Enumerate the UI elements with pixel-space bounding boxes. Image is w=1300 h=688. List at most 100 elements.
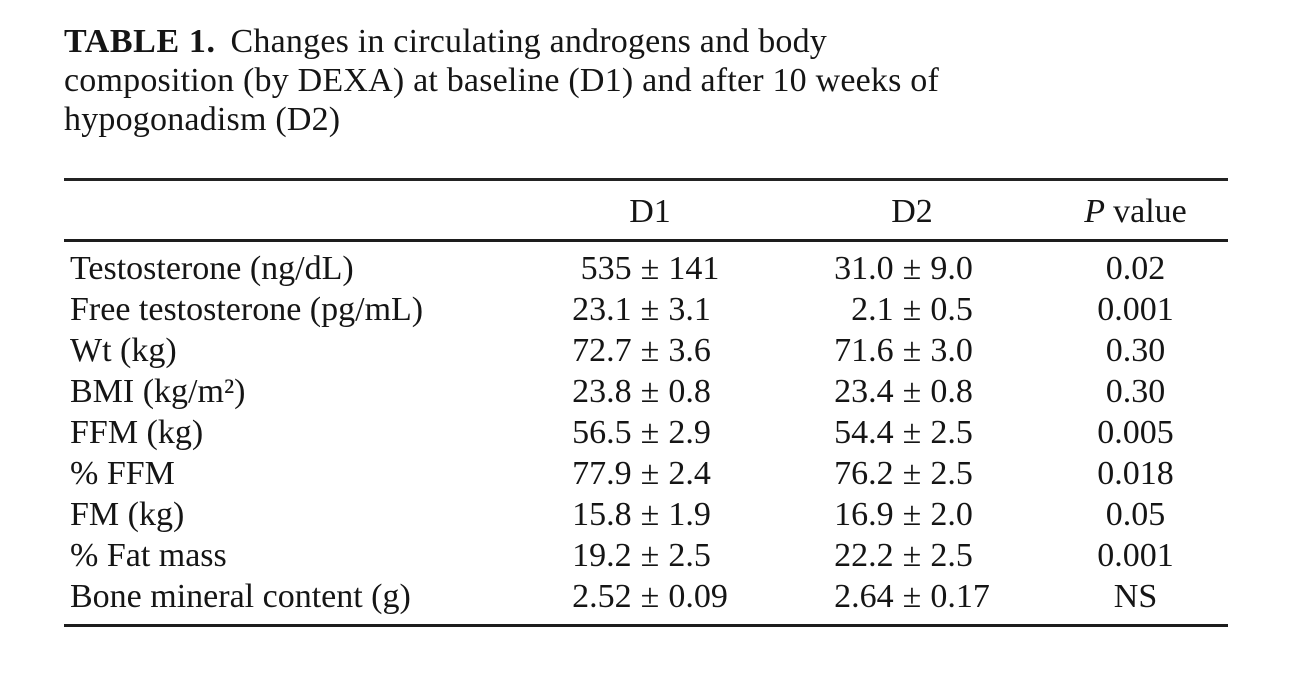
d1-sd: 0.09 xyxy=(668,578,728,615)
d2-sd: 0.8 xyxy=(930,373,973,410)
d2-sd: 0.17 xyxy=(930,578,990,615)
d1-sd: 3.1 xyxy=(668,291,711,328)
d1-sd: 2.5 xyxy=(668,537,711,574)
d1-mean: 535 xyxy=(580,250,632,287)
header-p-rest: value xyxy=(1113,193,1187,230)
row-label: BMI (kg/m²) xyxy=(70,373,246,410)
table-row: Bone mineral content (g) 2.52 ±0.09 2.64 ±… xyxy=(64,576,1228,626)
d2-sd: 2.5 xyxy=(930,414,973,451)
d2-value: 31.0 ±9.0 xyxy=(781,241,1043,290)
d2-value: 23.4 ±0.8 xyxy=(781,371,1043,412)
caption-line-1: TABLE 1. Changes in circulating androgens… xyxy=(64,22,1234,61)
caption-line-3: hypogonadism (D2) xyxy=(64,101,341,138)
plus-minus-sign: ± xyxy=(640,332,660,369)
caption-label: TABLE 1. xyxy=(64,23,216,60)
p-value: 0.02 xyxy=(1105,250,1166,287)
d1-mean: 23.1 xyxy=(572,291,632,328)
d1-value: 15.8 ±1.9 xyxy=(519,494,781,535)
d2-sd: 0.5 xyxy=(930,291,973,328)
d1-sd: 141 xyxy=(668,250,720,287)
plus-minus-sign: ± xyxy=(640,578,660,615)
d1-mean: 72.7 xyxy=(572,332,632,369)
table-row: Free testosterone (pg/mL) 23.1 ±3.1 2.1 ±0… xyxy=(64,289,1228,330)
d1-sd: 1.9 xyxy=(668,496,711,533)
d1-value: 23.1 ±3.1 xyxy=(519,289,781,330)
d1-mean: 56.5 xyxy=(572,414,632,451)
table-row: Wt (kg) 72.7 ±3.6 71.6 ±3.0 0.30 xyxy=(64,330,1228,371)
row-label: Testosterone (ng/dL) xyxy=(70,250,354,287)
d2-sd: 2.5 xyxy=(930,537,973,574)
d1-value: 23.8 ±0.8 xyxy=(519,371,781,412)
p-value: 0.05 xyxy=(1105,496,1166,533)
d2-mean: 76.2 xyxy=(834,455,894,492)
d1-value: 56.5 ±2.9 xyxy=(519,412,781,453)
table-row: BMI (kg/m²) 23.8 ±0.8 23.4 ±0.8 0.30 xyxy=(64,371,1228,412)
row-label: % FFM xyxy=(70,455,175,492)
table-body: Testosterone (ng/dL) 535 ±141 31.0 ±9.0 0.… xyxy=(64,241,1228,626)
plus-minus-sign: ± xyxy=(640,414,660,451)
header-d2: D2 xyxy=(891,193,933,230)
d1-sd: 2.9 xyxy=(668,414,711,451)
d1-mean: 15.8 xyxy=(572,496,632,533)
p-value: 0.30 xyxy=(1105,332,1166,369)
d2-sd: 2.5 xyxy=(930,455,973,492)
d2-value: 2.1 ±0.5 xyxy=(781,289,1043,330)
table-row: FM (kg) 15.8 ±1.9 16.9 ±2.0 0.05 xyxy=(64,494,1228,535)
table-row: Testosterone (ng/dL) 535 ±141 31.0 ±9.0 0.… xyxy=(64,241,1228,290)
plus-minus-sign: ± xyxy=(902,414,922,451)
d2-sd: 2.0 xyxy=(930,496,973,533)
d2-value: 71.6 ±3.0 xyxy=(781,330,1043,371)
p-value: 0.018 xyxy=(1097,455,1174,492)
table-row: % Fat mass 19.2 ±2.5 22.2 ±2.5 0.001 xyxy=(64,535,1228,576)
plus-minus-sign: ± xyxy=(640,455,660,492)
plus-minus-sign: ± xyxy=(902,455,922,492)
d2-sd: 3.0 xyxy=(930,332,973,369)
plus-minus-sign: ± xyxy=(902,578,922,615)
plus-minus-sign: ± xyxy=(640,250,660,287)
plus-minus-sign: ± xyxy=(902,537,922,574)
caption-line-2: composition (by DEXA) at baseline (D1) a… xyxy=(64,62,939,99)
row-label: Free testosterone (pg/mL) xyxy=(70,291,424,328)
d1-value: 535 ±141 xyxy=(519,241,781,290)
d2-value: 76.2 ±2.5 xyxy=(781,453,1043,494)
d2-value: 54.4 ±2.5 xyxy=(781,412,1043,453)
d1-value: 19.2 ±2.5 xyxy=(519,535,781,576)
row-label: FM (kg) xyxy=(70,496,185,533)
d1-sd: 2.4 xyxy=(668,455,711,492)
row-label: Bone mineral content (g) xyxy=(70,578,411,615)
document-page: TABLE 1. Changes in circulating androgens… xyxy=(64,22,1234,627)
plus-minus-sign: ± xyxy=(902,291,922,328)
plus-minus-sign: ± xyxy=(902,332,922,369)
plus-minus-sign: ± xyxy=(640,373,660,410)
d2-mean: 54.4 xyxy=(834,414,894,451)
table-row: % FFM 77.9 ±2.4 76.2 ±2.5 0.018 xyxy=(64,453,1228,494)
header-p-italic: P xyxy=(1084,193,1105,230)
d1-mean: 23.8 xyxy=(572,373,632,410)
d2-value: 16.9 ±2.0 xyxy=(781,494,1043,535)
d1-value: 72.7 ±3.6 xyxy=(519,330,781,371)
table-row: FFM (kg) 56.5 ±2.9 54.4 ±2.5 0.005 xyxy=(64,412,1228,453)
d2-mean: 23.4 xyxy=(834,373,894,410)
p-value: 0.001 xyxy=(1097,537,1174,574)
d1-value: 77.9 ±2.4 xyxy=(519,453,781,494)
d1-value: 2.52 ±0.09 xyxy=(519,576,781,626)
table-caption: TABLE 1. Changes in circulating androgens… xyxy=(64,22,1234,139)
d2-mean: 71.6 xyxy=(834,332,894,369)
header-d1: D1 xyxy=(629,193,671,230)
p-value: 0.30 xyxy=(1105,373,1166,410)
row-label: FFM (kg) xyxy=(70,414,204,451)
plus-minus-sign: ± xyxy=(640,496,660,533)
d2-sd: 9.0 xyxy=(930,250,973,287)
p-value: 0.005 xyxy=(1097,414,1174,451)
d1-sd: 0.8 xyxy=(668,373,711,410)
header-empty xyxy=(64,180,519,241)
p-value: NS xyxy=(1113,578,1158,615)
caption-text-1: Changes in circulating androgens and bod… xyxy=(230,23,827,60)
d2-mean: 22.2 xyxy=(834,537,894,574)
d1-mean: 2.52 xyxy=(572,578,632,615)
